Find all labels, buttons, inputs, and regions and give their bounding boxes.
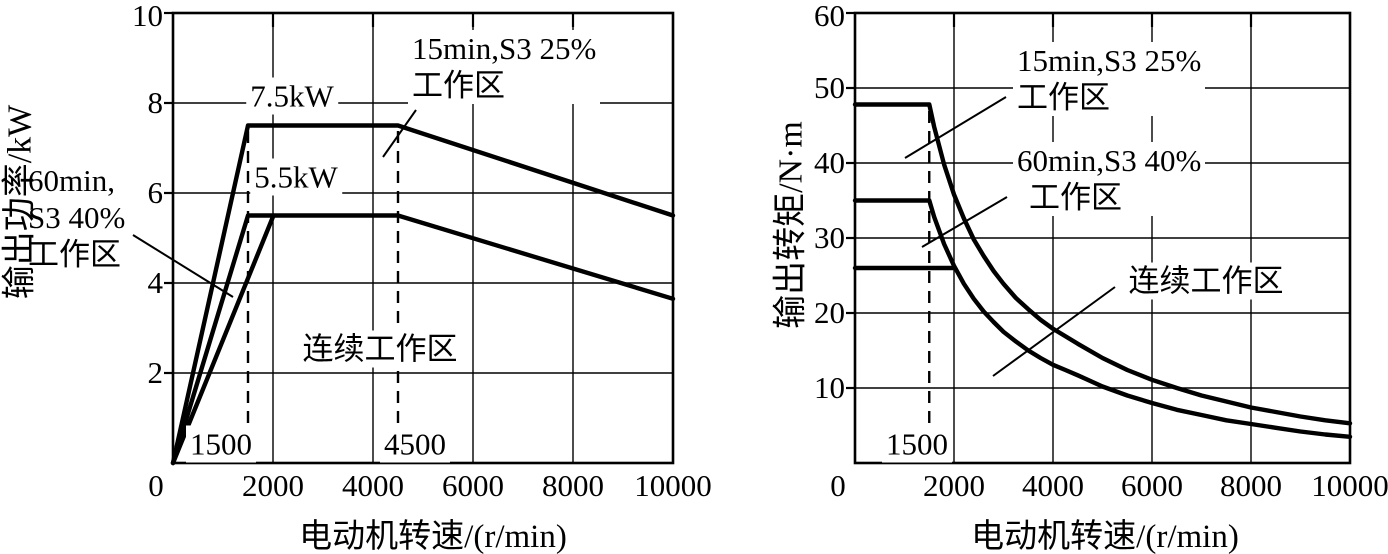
torque-chart-zone-label-s3-25-pointer [904,96,1007,159]
torque-chart-zone-label-s3-40-pointer [921,196,1008,248]
torque-chart-y-tick-label: 30 [814,220,845,255]
power-chart-x-tick-label: 4000 [342,468,404,503]
power-chart-x-axis-title: 电动机转速/(r/min) [299,519,567,554]
power-chart-rating-label-5500w-line: 5.5kW [254,159,338,195]
torque-chart-y-tick-label: 50 [814,70,845,105]
torque-chart-zone-label-s3-25-line: 工作区 [1017,80,1110,115]
power-chart-y-tick-label: 10 [132,0,163,33]
torque-chart-zone-label-continuous-line: 连续工作区 [1128,263,1284,299]
power-chart-zone-label-s3-40-pointer [132,234,234,298]
power-chart-zone-label-s3-25-line: 工作区 [412,68,505,103]
power-chart-zone-label-s3-40: 60min, S3 40% 工作区 [28,162,125,273]
power-chart-corner-speed-4500-line: 4500 [384,426,446,462]
power-chart-zone-label-s3-25-line: 15min,S3 25% [412,31,597,66]
power-chart-zone-label-s3-25: 15min,S3 25% 工作区 [408,30,601,104]
torque-chart-curve-s3-40-boundary-35Nm [852,198,1353,439]
power-chart-curve-s3-25-boundary-7.5kW [170,123,676,466]
power-chart-corner-speed-4500: 4500 [380,425,450,463]
torque-chart-zone-label-s3-25-line: 15min,S3 25% [1017,43,1202,78]
torque-chart-zone-label-s3-40-line: 工作区 [1029,180,1122,215]
torque-chart-y-axis-title: 输出转矩/N·m [772,121,810,329]
power-chart-rating-label-5500w: 5.5kW [250,158,342,196]
power-chart-zone-label-s3-25-pointer [382,109,417,158]
torque-chart-y-tick-label: 40 [814,145,845,180]
torque-chart-corner-speed-1500: 1500 [882,425,952,463]
torque-chart-zone-label-s3-40: 60min,S3 40% 工作区 [1013,142,1206,216]
torque-chart-plot-border [853,11,1352,465]
torque-chart-zone-label-s3-25: 15min,S3 25% 工作区 [1013,42,1206,116]
power-chart-zone-label-s3-40-line: S3 40% [28,200,126,235]
power-chart-y-tick-label: 2 [147,355,164,390]
power-chart-x-tick-label: 8000 [542,468,604,503]
power-chart-zone-label-s3-40-line: 60min, [28,163,115,198]
power-chart-curve-continuous-boundary [170,213,276,466]
power-chart-y-tick-label: 6 [147,175,164,210]
power-chart-corner-speed-1500-line: 1500 [190,426,252,462]
power-chart-zone-label-continuous-line: 连续工作区 [302,331,458,367]
torque-chart-x-tick-label: 10000 [1311,468,1388,503]
torque-chart-y-tick-label: 60 [814,0,845,33]
power-chart-curve-s3-40-boundary-5.5kW [170,213,676,466]
torque-chart-x-tick-label: 8000 [1220,468,1282,503]
torque-chart-zone-label-s3-40-line: 60min,S3 40% [1017,143,1202,178]
torque-chart-y-tick-label: 10 [814,370,845,405]
torque-chart-y-tick-label: 20 [814,295,845,330]
power-chart-plot-border [171,11,675,465]
torque-chart-x-tick-label: 2000 [923,468,985,503]
power-chart-y-tick-label: 4 [147,265,164,300]
torque-chart-x-tick-label: 4000 [1022,468,1084,503]
torque-chart-x-axis-title: 电动机转速/(r/min) [971,519,1239,554]
torque-chart-curve-s3-25-boundary-47.8Nm [852,102,1353,426]
torque-chart-x-tick-label: 6000 [1121,468,1183,503]
power-chart-x-tick-label: 6000 [442,468,504,503]
power-chart-rating-label-7500w-line: 7.5kW [250,78,334,114]
power-chart-zone-label-s3-40-line: 工作区 [28,237,121,272]
torque-chart-zone-label-continuous-pointer [992,286,1116,377]
torque-chart-x-tick-label: 0 [830,468,846,503]
torque-chart-corner-speed-1500-line: 1500 [886,426,948,462]
power-chart-x-tick-label: 10000 [634,468,712,503]
power-chart-x-tick-label: 0 [148,468,164,503]
power-chart-y-tick-label: 8 [147,85,164,120]
power-chart-corner-speed-1500: 1500 [186,425,256,463]
power-chart-zone-label-continuous: 连续工作区 [298,330,462,368]
power-chart-rating-label-7500w: 7.5kW [246,77,338,115]
power-chart-x-tick-label: 2000 [242,468,304,503]
torque-chart-zone-label-continuous: 连续工作区 [1124,262,1288,300]
